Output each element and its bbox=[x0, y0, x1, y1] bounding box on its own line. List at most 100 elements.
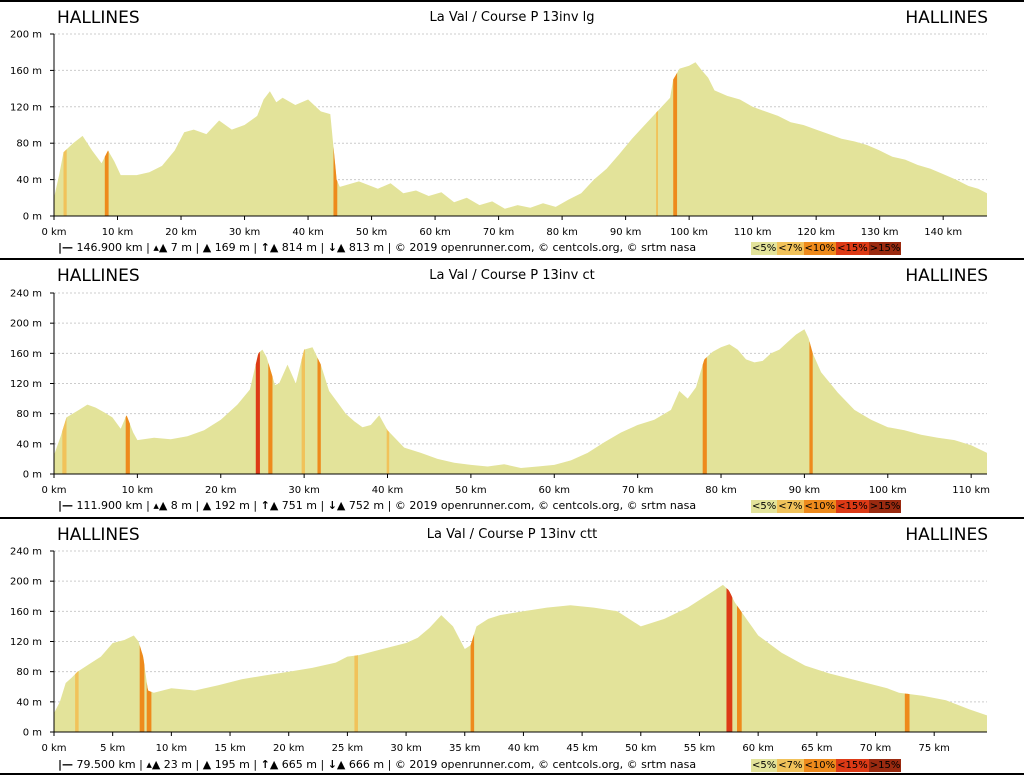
max-altitude-value: 195 m bbox=[214, 758, 250, 771]
x-tick-label: 130 km bbox=[861, 227, 899, 238]
x-tick-label: 90 km bbox=[610, 227, 641, 238]
grade-legend: <5% <7% <10% <15% >15% bbox=[751, 500, 902, 513]
legend-item-gt15: >15% bbox=[868, 759, 902, 772]
profile-panel-3: HALLINES La Val / Course P 13inv ctt HAL… bbox=[0, 517, 1024, 779]
elevation-area bbox=[54, 329, 987, 474]
x-tick-label: 15 km bbox=[214, 743, 245, 754]
steep-segment bbox=[63, 149, 67, 216]
x-tick-label: 0 km bbox=[41, 743, 66, 754]
legend-item-lt15: <15% bbox=[836, 242, 869, 255]
y-tick-label: 40 m bbox=[16, 175, 42, 186]
max-altitude-value: 169 m bbox=[214, 241, 250, 254]
panel-divider bbox=[0, 258, 1024, 260]
legend-item-lt15: <15% bbox=[836, 500, 869, 513]
x-tick-label: 30 km bbox=[288, 485, 319, 496]
profile-panel-2: HALLINES La Val / Course P 13inv ct HALL… bbox=[0, 258, 1024, 517]
x-tick-label: 10 km bbox=[122, 485, 153, 496]
steep-segment bbox=[673, 72, 678, 217]
profile-panel-1: HALLINES La Val / Course P 13inv lg HALL… bbox=[0, 0, 1024, 258]
y-tick-label: 40 m bbox=[16, 439, 42, 450]
x-tick-label: 60 km bbox=[419, 227, 450, 238]
x-tick-label: 65 km bbox=[801, 743, 832, 754]
steep-segment bbox=[104, 150, 109, 216]
steep-segment bbox=[139, 645, 145, 732]
x-tick-label: 75 km bbox=[918, 743, 949, 754]
legend-item-lt15: <15% bbox=[836, 759, 869, 772]
y-tick-label: 120 m bbox=[10, 102, 42, 113]
steep-segment bbox=[726, 588, 733, 732]
steep-segment bbox=[354, 655, 358, 732]
elevation-area bbox=[54, 584, 987, 732]
steep-segment bbox=[737, 605, 742, 732]
x-tick-label: 110 km bbox=[734, 227, 772, 238]
stats-bar: |— 79.500 km | ▴▲ 23 m | ▲ 195 m | ↑▲ 66… bbox=[58, 758, 697, 771]
x-tick-label: 100 km bbox=[670, 227, 708, 238]
descent-icon: ↓▲ bbox=[327, 758, 346, 771]
distance-icon: |— bbox=[58, 241, 74, 254]
x-tick-label: 80 km bbox=[705, 485, 736, 496]
y-tick-label: 240 m bbox=[10, 547, 42, 558]
x-tick-label: 60 km bbox=[539, 485, 570, 496]
y-tick-label: 80 m bbox=[16, 409, 42, 420]
min-altitude-value: 8 m bbox=[170, 499, 193, 512]
distance-icon: |— bbox=[58, 758, 74, 771]
steep-segment bbox=[255, 351, 260, 474]
y-tick-label: 120 m bbox=[10, 379, 42, 390]
steep-segment bbox=[62, 417, 67, 474]
start-location-label: HALLINES bbox=[57, 8, 140, 28]
credits-text: © 2019 openrunner.com, © centcols.org, ©… bbox=[394, 758, 697, 771]
x-tick-label: 20 km bbox=[165, 227, 196, 238]
y-tick-label: 200 m bbox=[10, 577, 42, 588]
distance-icon: |— bbox=[58, 499, 74, 512]
max-altitude-icon: ▲ bbox=[202, 758, 212, 771]
ascent-value: 751 m bbox=[281, 499, 318, 512]
min-altitude-icon: ▴▲ bbox=[153, 499, 168, 512]
x-tick-label: 70 km bbox=[483, 227, 514, 238]
steep-segment bbox=[268, 362, 273, 474]
credits-text: © 2019 openrunner.com, © centcols.org, ©… bbox=[394, 241, 697, 254]
legend-item-lt7: <7% bbox=[777, 500, 804, 513]
x-tick-label: 140 km bbox=[924, 227, 962, 238]
min-altitude-value: 7 m bbox=[170, 241, 193, 254]
x-tick-label: 10 km bbox=[156, 743, 187, 754]
y-tick-label: 80 m bbox=[16, 667, 42, 678]
ascent-value: 814 m bbox=[281, 241, 318, 254]
legend-item-gt15: >15% bbox=[868, 500, 902, 513]
grade-legend: <5% <7% <10% <15% >15% bbox=[751, 242, 902, 255]
elevation-area bbox=[54, 62, 987, 217]
steep-segment bbox=[317, 357, 321, 474]
end-location-label: HALLINES bbox=[905, 266, 988, 286]
end-location-label: HALLINES bbox=[905, 8, 988, 28]
max-altitude-icon: ▲ bbox=[202, 499, 212, 512]
x-tick-label: 120 km bbox=[797, 227, 835, 238]
y-tick-label: 160 m bbox=[10, 349, 42, 360]
y-tick-label: 0 m bbox=[23, 470, 42, 481]
legend-item-lt10: <10% bbox=[803, 759, 837, 772]
ascent-icon: ↑▲ bbox=[260, 499, 279, 512]
min-altitude-icon: ▴▲ bbox=[146, 758, 161, 771]
y-tick-label: 160 m bbox=[10, 66, 42, 77]
chart-title: La Val / Course P 13inv lg bbox=[429, 10, 595, 25]
chart-title: La Val / Course P 13inv ctt bbox=[426, 527, 598, 542]
x-tick-label: 25 km bbox=[332, 743, 363, 754]
chart-title: La Val / Course P 13inv ct bbox=[429, 268, 595, 283]
descent-icon: ↓▲ bbox=[327, 499, 346, 512]
steep-segment bbox=[656, 110, 659, 216]
x-tick-label: 20 km bbox=[205, 485, 236, 496]
x-tick-label: 40 km bbox=[508, 743, 539, 754]
x-tick-label: 60 km bbox=[742, 743, 773, 754]
elevation-chart: 0 m 40 m 80 m 120 m 160 m 200 m 240 m 0 km 10 km… bbox=[10, 289, 990, 497]
stats-bar: |— 111.900 km | ▴▲ 8 m | ▲ 192 m | ↑▲ 75… bbox=[58, 499, 697, 512]
end-location-label: HALLINES bbox=[905, 525, 988, 545]
x-tick-label: 35 km bbox=[449, 743, 480, 754]
bottom-border bbox=[0, 773, 1024, 775]
descent-icon: ↓▲ bbox=[327, 241, 346, 254]
x-tick-label: 45 km bbox=[566, 743, 597, 754]
start-location-label: HALLINES bbox=[57, 525, 140, 545]
max-altitude-icon: ▲ bbox=[202, 241, 212, 254]
y-tick-label: 240 m bbox=[10, 289, 42, 300]
descent-value: 752 m bbox=[348, 499, 385, 512]
legend-item-lt5: <5% bbox=[751, 759, 778, 772]
steep-segment bbox=[75, 670, 79, 732]
elevation-chart: 0 m 40 m 80 m 120 m 160 m 200 m 0 km 10 km 20 km… bbox=[10, 30, 987, 238]
